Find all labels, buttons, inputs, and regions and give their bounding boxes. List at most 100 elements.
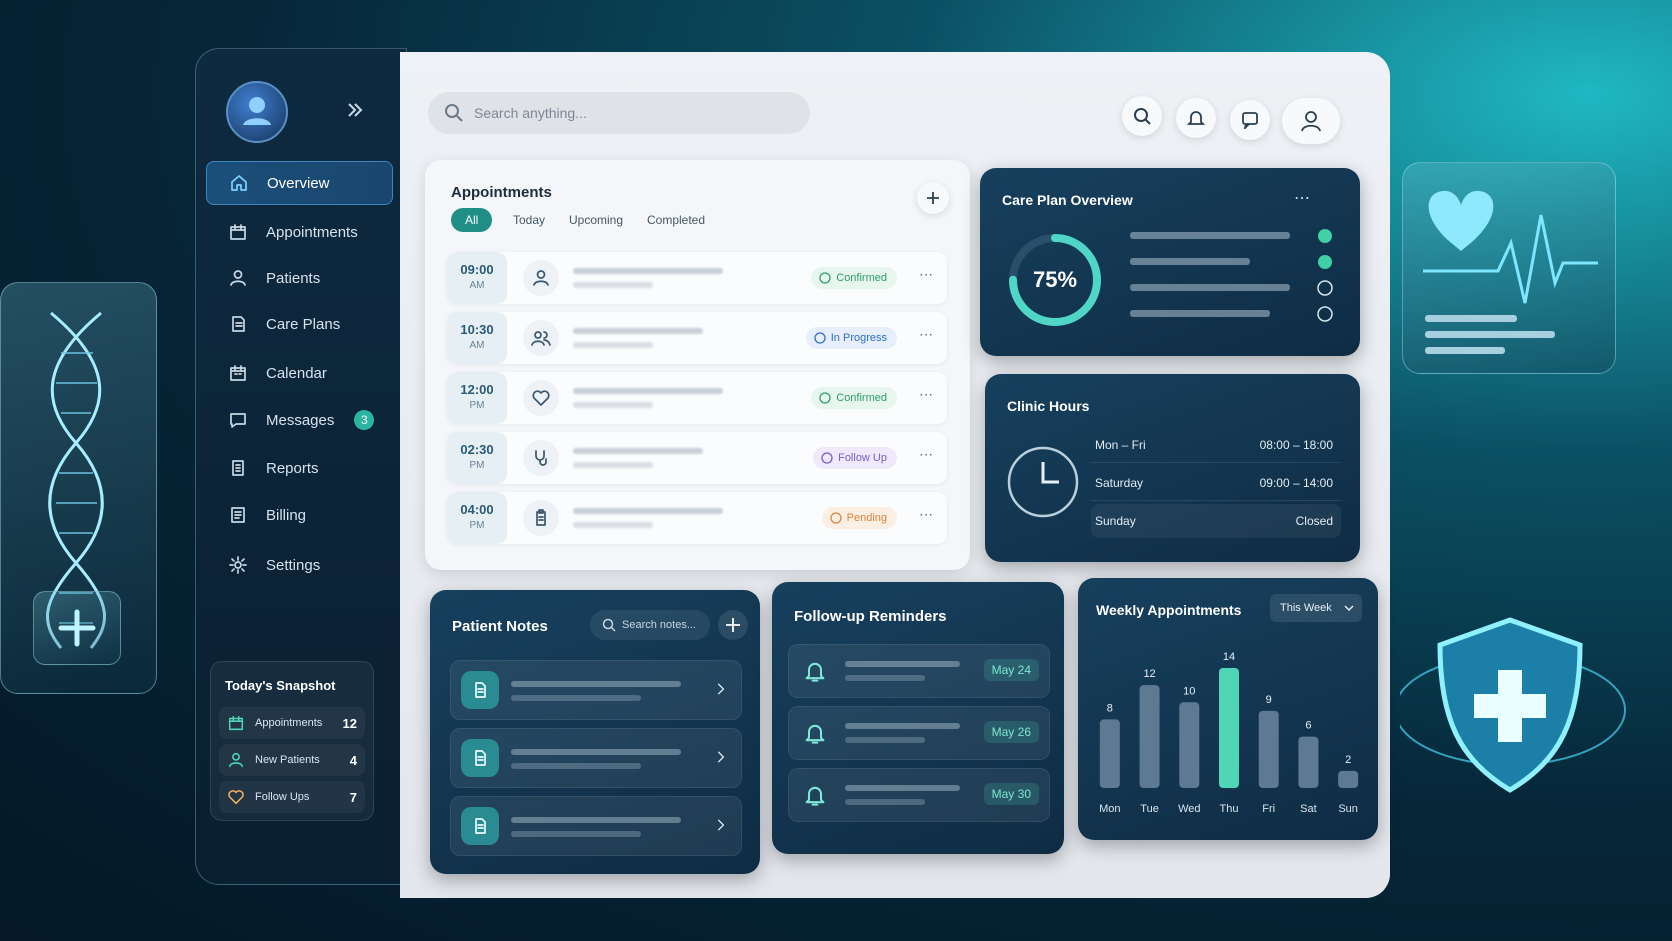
note-row[interactable]	[450, 728, 742, 788]
row-menu[interactable]: ⋯	[919, 506, 933, 522]
nav-item[interactable]: Calendar	[206, 352, 391, 394]
icon	[1134, 108, 1151, 125]
status-label: Pending	[846, 512, 887, 524]
chevron	[713, 681, 729, 702]
hours-time: Closed	[1295, 514, 1333, 528]
patient-icon	[523, 500, 559, 536]
bell-icon	[803, 721, 827, 750]
row-menu[interactable]: ⋯	[919, 326, 933, 342]
tab[interactable]: Upcoming	[569, 213, 624, 227]
notifications-button[interactable]	[1176, 98, 1216, 138]
placeholder	[573, 462, 653, 468]
hours-days: Saturday	[1095, 476, 1144, 490]
time-block: 09:00 AM	[447, 252, 507, 304]
row-menu[interactable]: ⋯	[919, 266, 933, 282]
placeholder	[845, 675, 925, 681]
reminder-row[interactable]: May 30	[788, 768, 1050, 822]
collapse-icon[interactable]	[346, 101, 364, 119]
bar	[1258, 710, 1279, 788]
reminders-title: Follow-up Reminders	[794, 608, 947, 625]
x-tick-label: Sat	[1300, 803, 1317, 815]
value-label: 9	[1266, 694, 1272, 706]
patient-notes-title: Patient Notes	[452, 618, 548, 635]
clock-icon	[1007, 446, 1079, 518]
appointment-row[interactable]: 10:30 AM In Progress ⋯	[447, 312, 947, 364]
icon	[726, 618, 740, 632]
hours-days: Mon – Fri	[1095, 438, 1146, 452]
nav-item[interactable]: Settings	[206, 544, 391, 586]
period-dropdown[interactable]: This Week	[1270, 594, 1362, 622]
note-row[interactable]	[450, 660, 742, 720]
bar	[1338, 770, 1359, 788]
snapshot-label: Appointments	[255, 717, 323, 729]
nav-item[interactable]: Billing	[206, 494, 391, 536]
tab[interactable]: Completed	[647, 213, 706, 227]
add-button[interactable]	[33, 591, 121, 665]
nav-item[interactable]: Patients	[206, 257, 391, 299]
search-bar[interactable]: Search anything...	[428, 92, 810, 134]
nav-label: Messages	[266, 411, 335, 429]
note-icon	[461, 671, 499, 709]
icon	[228, 790, 244, 805]
time-block: 10:30 AM	[447, 312, 507, 364]
hours-row: Saturday 09:00 – 14:00	[1091, 466, 1341, 501]
placeholder	[511, 695, 641, 701]
placeholder	[511, 749, 681, 755]
notes-search[interactable]: Search notes...	[590, 610, 710, 640]
row-menu[interactable]: ⋯	[919, 446, 933, 462]
nav-label: Patients	[266, 269, 321, 287]
value-label: 12	[1143, 668, 1155, 680]
value-label: 2	[1345, 754, 1351, 766]
care-plan-card: Care Plan Overview 75% ⋯	[980, 168, 1360, 356]
icon	[228, 715, 244, 731]
x-tick-label: Fri	[1262, 803, 1275, 815]
tab[interactable]: Today	[513, 213, 546, 227]
nav-item[interactable]: Reports	[206, 447, 391, 489]
chevron	[713, 817, 729, 838]
snapshot-card: Today's Snapshot Appointments 12 New Patie…	[210, 661, 374, 821]
icon	[532, 390, 550, 406]
search-placeholder: Search anything...	[474, 105, 587, 121]
nav-item[interactable]: Messages 3	[206, 399, 391, 441]
profile-button[interactable]	[1282, 98, 1340, 144]
period-label: This Week	[1280, 602, 1332, 614]
appointment-row[interactable]: 09:00 AM Confirmed ⋯	[447, 252, 947, 304]
icon	[232, 460, 244, 476]
placeholder	[573, 402, 653, 408]
nav-item[interactable]: Overview	[206, 161, 393, 205]
weekly-appointments-card: Weekly Appointments This Week 8 Mon 12 Tue 1…	[1078, 578, 1378, 840]
placeholder	[573, 522, 653, 528]
icon	[475, 818, 486, 834]
placeholder	[845, 723, 960, 729]
more-menu[interactable]: ⋯	[1294, 190, 1310, 207]
appointment-row[interactable]: 02:30 PM Follow Up ⋯	[447, 432, 947, 484]
appointment-period: AM	[469, 280, 485, 291]
status-label: In Progress	[830, 332, 887, 344]
sidebar: Overview Appointments Patients Care Plans Ca…	[195, 48, 407, 885]
appointment-period: PM	[469, 520, 485, 531]
snapshot-list: Appointments 12 New Patients 4 Follow Ups 7	[211, 662, 373, 820]
reminder-row[interactable]: May 26	[788, 706, 1050, 760]
icon	[533, 270, 549, 286]
icon	[231, 507, 245, 523]
placeholder	[511, 763, 641, 769]
nav-item[interactable]: Appointments	[206, 211, 391, 253]
reminder-row[interactable]: May 24	[788, 644, 1050, 698]
messages-button[interactable]	[1230, 100, 1270, 140]
search-button[interactable]	[1122, 96, 1162, 136]
shield-illustration	[1400, 617, 1626, 793]
tab[interactable]: All	[451, 208, 493, 232]
appointment-time: 02:30	[460, 442, 494, 457]
placeholder	[845, 661, 960, 667]
placeholder	[511, 831, 641, 837]
reminder-date: May 30	[983, 783, 1039, 805]
note-row[interactable]	[450, 796, 742, 856]
appointment-row[interactable]: 04:00 PM Pending ⋯	[447, 492, 947, 544]
row-menu[interactable]: ⋯	[919, 386, 933, 402]
placeholder	[845, 737, 925, 743]
appointment-row[interactable]: 12:00 PM Confirmed ⋯	[447, 372, 947, 424]
nav-item[interactable]: Care Plans	[206, 303, 391, 345]
care-plan-graphic: 75%	[1009, 229, 1333, 326]
add-appointment[interactable]	[917, 182, 949, 214]
add-note[interactable]	[718, 610, 748, 640]
